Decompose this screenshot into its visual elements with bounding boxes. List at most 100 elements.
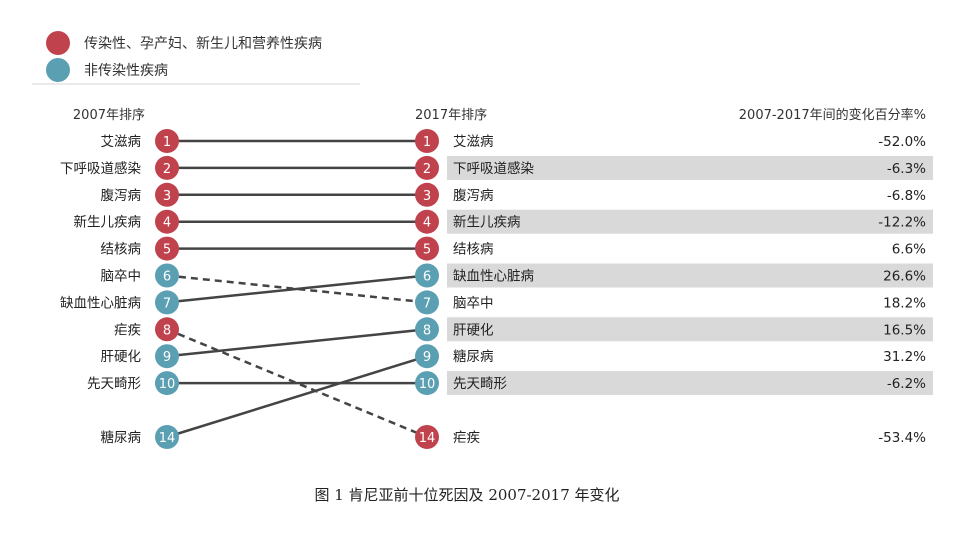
rank-node-2017 xyxy=(415,182,439,207)
rank-link xyxy=(166,274,428,304)
rank-number-2017: 9 xyxy=(423,350,431,365)
rank-number-2017: 5 xyxy=(423,243,431,258)
rank-number-2017: 6 xyxy=(423,270,431,285)
rank-link xyxy=(166,355,428,439)
disease-label-2007: 下呼吸道感染 xyxy=(60,160,141,177)
rank-number-2007: 2 xyxy=(163,162,171,177)
rank-node-2007 xyxy=(155,182,179,207)
header-percent-change: 2007-2017年间的变化百分率% xyxy=(739,107,926,123)
disease-label-2007: 脑卒中 xyxy=(101,269,142,285)
percent-change-value: 31.2% xyxy=(883,349,926,365)
row-band xyxy=(447,317,933,342)
rank-number-2017: 1 xyxy=(423,135,431,150)
figure-caption: 图 1 肯尼亚前十位死因及 2007-2017 年变化 xyxy=(314,486,619,504)
rank-number-2007: 7 xyxy=(163,296,171,311)
percent-change-value: -52.0% xyxy=(878,134,926,150)
rank-node-2007 xyxy=(155,371,179,396)
percent-change-value: -6.2% xyxy=(887,376,926,392)
disease-label-2017: 新生儿疾病 xyxy=(453,215,521,231)
disease-label-2007: 肝硬化 xyxy=(101,349,142,365)
rank-number-2007: 9 xyxy=(163,350,171,365)
row-band xyxy=(447,155,933,180)
disease-label-2007: 先天畸形 xyxy=(87,376,141,392)
rank-number-2017: 3 xyxy=(423,189,431,204)
rank-links xyxy=(166,139,428,439)
disease-label-2007: 糖尿病 xyxy=(101,430,142,446)
percent-change-value: 6.6% xyxy=(892,242,926,258)
rank-number-2017: 14 xyxy=(419,431,436,446)
rank-link-dashed xyxy=(166,328,428,439)
disease-label-2017: 缺血性心脏病 xyxy=(453,269,534,285)
row-band xyxy=(447,209,933,234)
disease-label-2007: 腹泻病 xyxy=(101,187,142,204)
rank-number-2017: 2 xyxy=(423,162,431,177)
disease-label-2017: 脑卒中 xyxy=(453,295,494,311)
rank-node-2007 xyxy=(155,290,179,315)
rank-node-2017 xyxy=(415,129,439,153)
percent-change-value: 16.5% xyxy=(883,322,926,338)
rank-number-2007: 6 xyxy=(163,270,171,285)
rank-node-2007 xyxy=(155,317,179,342)
disease-label-2017: 艾滋病 xyxy=(453,134,494,150)
rank-node-2017 xyxy=(415,155,439,180)
percent-change-value: 18.2% xyxy=(883,295,926,311)
rank-number-2007: 10 xyxy=(159,377,176,392)
disease-label-2017: 腹泻病 xyxy=(453,187,494,204)
rank-nodes: 1 2 3 4 5 6 7 8 9 10 14 1 2 3 4 5 6 7 8 9 10 14 xyxy=(155,129,439,449)
rank-node-2017 xyxy=(415,317,439,342)
percent-change-value: -6.8% xyxy=(887,188,926,204)
rank-number-2017: 4 xyxy=(423,216,431,231)
disease-label-2007: 疟疾 xyxy=(114,322,141,338)
disease-label-2017: 下呼吸道感染 xyxy=(453,160,534,177)
header-2017-rank: 2017年排序 xyxy=(415,108,487,123)
disease-label-2017: 疟疾 xyxy=(453,430,480,446)
rank-node-2007 xyxy=(155,209,179,234)
disease-labels: 艾滋病下呼吸道感染腹泻病新生儿疾病结核病脑卒中缺血性心脏病疟疾肝硬化先天畸形糖尿… xyxy=(60,134,926,446)
row-bands xyxy=(447,155,933,396)
disease-label-2017: 肝硬化 xyxy=(453,322,494,338)
percent-change-value: -53.4% xyxy=(878,430,926,446)
rank-link xyxy=(166,328,428,358)
percent-change-value: -12.2% xyxy=(878,215,926,231)
rank-node-2017 xyxy=(415,290,439,315)
rank-node-2007 xyxy=(155,236,179,261)
rank-node-2007 xyxy=(155,155,179,180)
rank-node-2007 xyxy=(155,129,179,153)
row-band xyxy=(447,263,933,288)
legend-label: 传染性、孕产妇、新生儿和营养性疾病 xyxy=(84,35,322,52)
disease-label-2017: 结核病 xyxy=(453,242,494,258)
rank-number-2007: 1 xyxy=(163,135,171,150)
legend-label: 非传染性疾病 xyxy=(84,63,168,79)
rank-number-2007: 3 xyxy=(163,189,171,204)
rank-number-2017: 8 xyxy=(423,323,431,338)
rank-node-2017 xyxy=(415,371,439,396)
rank-node-2007 xyxy=(155,344,179,369)
rank-number-2017: 10 xyxy=(419,377,436,392)
rank-number-2017: 7 xyxy=(423,296,431,311)
rank-number-2007: 8 xyxy=(163,323,171,338)
disease-label-2007: 缺血性心脏病 xyxy=(60,295,141,311)
rank-node-2017 xyxy=(415,344,439,369)
disease-label-2017: 糖尿病 xyxy=(453,349,494,365)
rank-number-2007: 14 xyxy=(159,431,176,446)
disease-label-2017: 先天畸形 xyxy=(453,376,507,392)
disease-label-2007: 新生儿疾病 xyxy=(74,215,142,231)
rank-node-2017 xyxy=(415,209,439,234)
rank-node-2017 xyxy=(415,263,439,288)
rank-node-2007 xyxy=(155,425,179,449)
rank-node-2017 xyxy=(415,425,439,449)
legend-swatch xyxy=(46,58,70,82)
rank-number-2007: 5 xyxy=(163,243,171,258)
row-band xyxy=(447,371,933,396)
disease-label-2007: 艾滋病 xyxy=(101,134,142,150)
disease-label-2007: 结核病 xyxy=(101,242,142,258)
rank-node-2017 xyxy=(415,236,439,261)
rank-number-2007: 4 xyxy=(163,216,171,231)
rank-link-dashed xyxy=(166,274,428,304)
percent-change-value: -6.3% xyxy=(887,161,926,177)
legend-swatch xyxy=(46,31,70,55)
rank-node-2007 xyxy=(155,263,179,288)
